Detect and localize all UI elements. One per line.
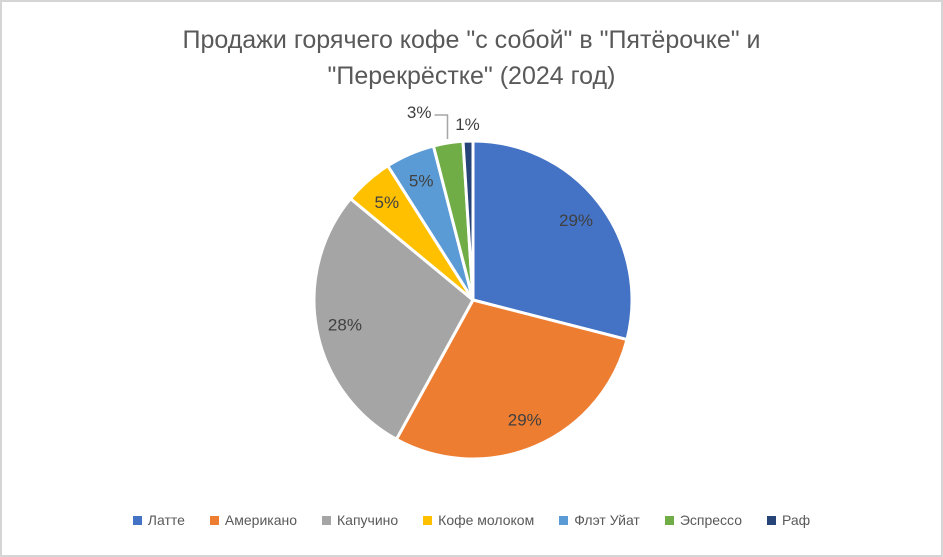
pie-slice-2[interactable] (312, 197, 475, 441)
pie-slice-0[interactable] (471, 139, 634, 342)
slice-label-6: 1% (455, 115, 480, 134)
chart-title-line-2: "Перекрёстке" (2024 год) (327, 62, 616, 90)
legend-marker-icon (322, 515, 332, 525)
legend-label: Флэт Уйат (574, 512, 640, 528)
slice-label-3: 5% (374, 193, 399, 212)
legend-marker-icon (209, 515, 219, 525)
legend-label: Раф (782, 512, 811, 528)
legend-marker-icon (767, 515, 777, 525)
legend-marker-icon (559, 515, 569, 525)
legend-item-1[interactable]: Американо (209, 512, 298, 528)
legend-label: Латте (147, 512, 185, 528)
slice-label-2: 28% (328, 315, 362, 334)
legend-marker-icon (423, 515, 433, 525)
legend-item-5[interactable]: Эспрессо (664, 512, 743, 528)
legend-item-4[interactable]: Флэт Уйат (559, 512, 640, 528)
legend-marker-icon (132, 515, 142, 525)
legend-label: Американо (224, 512, 298, 528)
slice-label-4: 5% (409, 171, 434, 190)
slice-label-1: 29% (508, 411, 542, 430)
pie-slice-6[interactable] (461, 139, 475, 302)
pie-slice-1[interactable] (394, 298, 629, 461)
chart-title-line-1: Продажи горячего кофе "с собой" в "Пятёр… (182, 26, 761, 54)
slice-label-5: 3% (407, 103, 432, 122)
legend-item-3[interactable]: Кофе молоком (423, 512, 534, 528)
legend-label: Кофе молоком (438, 512, 535, 528)
legend-label: Эспрессо (679, 512, 743, 528)
legend-label: Капучино (337, 512, 399, 528)
chart-title: Продажи горячего кофе "с собой" в "Пятёр… (2, 22, 941, 94)
legend-item-0[interactable]: Латте (132, 512, 185, 528)
slice-label-0: 29% (559, 211, 593, 230)
legend-item-6[interactable]: Раф (767, 512, 810, 528)
chart-legend: Латте Американо Капучино Кофе молоком Флэт У… (2, 512, 941, 528)
leader-line (434, 114, 449, 140)
legend-marker-icon (664, 515, 674, 525)
legend-item-2[interactable]: Капучино (322, 512, 398, 528)
